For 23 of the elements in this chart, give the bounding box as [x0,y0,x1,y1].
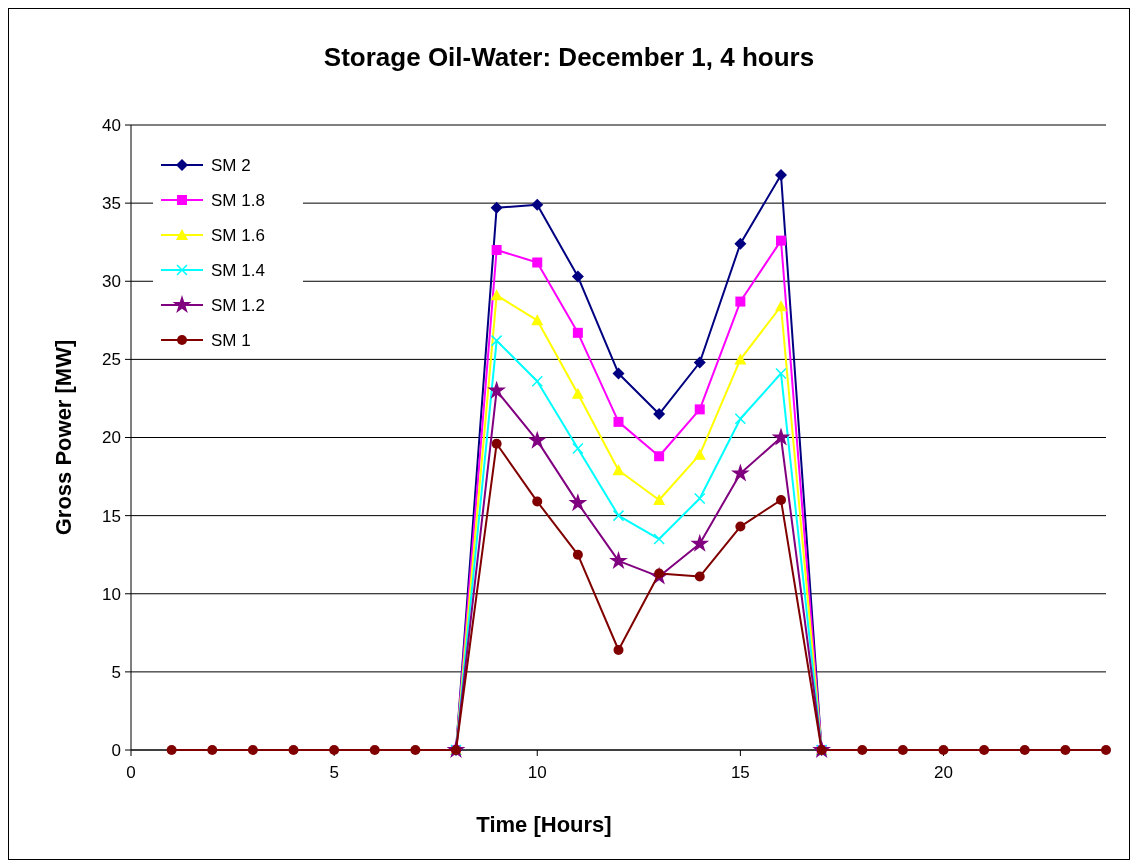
y-tick-label: 5 [111,662,121,682]
legend-label: SM 1.8 [211,190,265,210]
x-tick-label: 5 [329,763,339,782]
y-axis-title: Gross Power [MW] [51,339,76,536]
x-axis-title: Time [Hours] [476,812,612,837]
x-tick-label: 10 [527,763,547,782]
chart-title: Storage Oil-Water: December 1, 4 hours [323,42,815,72]
y-tick-label: 30 [102,272,121,292]
y-tick-label: 25 [102,350,121,370]
x-tick-label: 15 [730,763,750,782]
y-tick-label: 0 [111,740,121,760]
legend-label: SM 1.2 [211,295,265,315]
y-tick-label: 10 [102,584,121,604]
legend-label: SM 2 [211,155,251,175]
legend-label: SM 1 [211,330,251,350]
y-tick-label: 15 [102,506,121,526]
legend-label: SM 1.6 [211,225,265,245]
legend-label: SM 1.4 [211,260,265,280]
y-tick-label: 20 [102,428,121,448]
x-tick-label: 0 [126,763,136,782]
y-tick-label: 35 [102,194,121,214]
y-tick-label: 40 [102,115,121,135]
x-tick-label: 20 [934,763,953,782]
